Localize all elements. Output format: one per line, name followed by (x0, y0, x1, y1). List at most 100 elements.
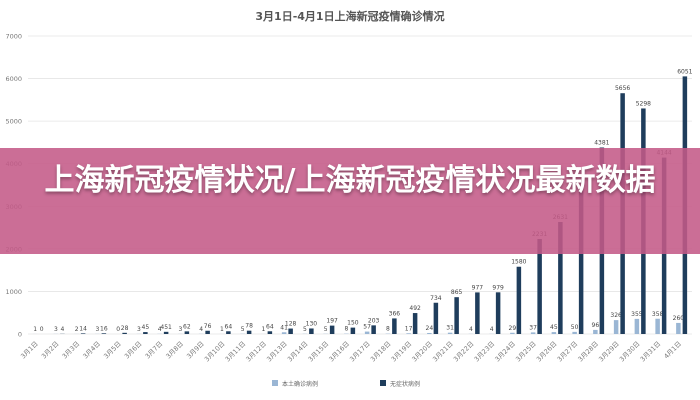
data-label-local: 4 (469, 326, 473, 333)
y-tick-label: 5000 (5, 118, 22, 126)
x-tick-label: 3月3日 (61, 340, 82, 361)
data-label-local: 4 (490, 326, 494, 333)
data-label-local: 358 (652, 311, 664, 318)
data-label-asymptomatic: 197 (326, 318, 338, 325)
x-tick-label: 3月17日 (348, 340, 372, 364)
x-tick-label: 3月10日 (203, 340, 227, 364)
data-label-local: 5 (324, 326, 328, 333)
bar-asymptomatic (122, 332, 127, 334)
x-tick-label: 3月23日 (473, 340, 497, 364)
data-label-asymptomatic: 4381 (594, 139, 609, 146)
data-label-asymptomatic: 5298 (636, 100, 651, 107)
bar-asymptomatic (143, 332, 148, 334)
bar-asymptomatic (163, 331, 169, 334)
x-tick-label: 3月6日 (123, 340, 144, 361)
bar-asymptomatic (184, 331, 190, 334)
data-label-asymptomatic: 78 (245, 323, 253, 330)
x-tick-label: 3月11日 (224, 340, 248, 364)
bar-asymptomatic (267, 331, 273, 334)
x-tick-label: 3月18日 (369, 340, 393, 364)
legend-label-asymptomatic: 无症状病例 (390, 380, 420, 388)
x-tick-label: 3月30日 (618, 340, 642, 364)
bar-asymptomatic (309, 328, 314, 334)
bar-asymptomatic (246, 330, 252, 334)
data-label-local: 4 (158, 326, 162, 333)
x-tick-label: 3月7日 (144, 340, 165, 361)
bar-asymptomatic (288, 328, 293, 334)
data-label-asymptomatic: 977 (472, 284, 484, 291)
data-label-local: 8 (344, 326, 348, 333)
data-label-asymptomatic: 128 (285, 321, 297, 328)
x-tick-label: 3月1日 (19, 340, 40, 361)
data-label-local: 1 (220, 326, 224, 333)
x-axis: 3月1日 3月2日 3月3日 3月4日 3月5日 3月6日 3月7日 3月8日 3月9日3月10… (19, 340, 683, 364)
chart-title: 3月1日-4月1日上海新冠疫情确诊情况 (255, 9, 444, 23)
bar-local-confirmed (551, 332, 557, 334)
bar-asymptomatic (101, 333, 107, 334)
bar-local-confirmed (634, 318, 640, 334)
headline-text: 上海新冠疫情状况/上海新冠疫情状况最新数据 (44, 163, 656, 198)
data-label-asymptomatic: 734 (430, 295, 442, 302)
data-label-local: 1 (261, 326, 265, 333)
data-label-local: 29 (509, 325, 517, 332)
legend-label-local: 本土确诊病例 (282, 380, 318, 388)
legend-swatch-local (272, 380, 278, 386)
data-label-asymptomatic: 150 (347, 320, 359, 327)
x-tick-label: 3月31日 (639, 340, 663, 364)
bar-asymptomatic (454, 297, 459, 334)
data-label-local: 17 (405, 325, 413, 332)
data-label-asymptomatic: 492 (409, 305, 421, 312)
legend: 本土确诊病例 无症状病例 (272, 380, 420, 388)
data-label-local: 24 (426, 325, 434, 332)
data-label-asymptomatic: 130 (306, 320, 318, 327)
bar-asymptomatic (578, 187, 584, 334)
x-tick-label: 3月16日 (327, 340, 351, 364)
data-label-asymptomatic: 451 (160, 324, 172, 331)
x-tick-label: 3月2日 (40, 340, 61, 361)
data-label-asymptomatic: 62 (183, 323, 191, 330)
x-tick-label: 3月27日 (556, 340, 580, 364)
data-label-asymptomatic: 865 (451, 289, 463, 296)
bar-local-confirmed (364, 331, 370, 334)
bar-local-confirmed (427, 332, 432, 334)
data-label-local: 57 (363, 324, 371, 331)
data-label-local: 1 (33, 326, 37, 333)
data-label-local: 3 (95, 326, 99, 333)
bar-asymptomatic (475, 292, 480, 334)
data-label-asymptomatic: 64 (266, 323, 274, 330)
data-label-local: 260 (673, 315, 685, 322)
bar-asymptomatic (226, 331, 231, 334)
x-tick-label: 3月28日 (576, 340, 600, 364)
data-label-asymptomatic: 45 (142, 324, 150, 331)
data-label-asymptomatic: 0 (40, 326, 44, 333)
x-tick-label: 3月4日 (81, 340, 102, 361)
data-label-asymptomatic: 5656 (615, 85, 630, 92)
headline-banner: 上海新冠疫情状况/上海新冠疫情状况最新数据 (0, 148, 700, 254)
x-tick-label: 3月14日 (286, 340, 310, 364)
data-label-asymptomatic: 203 (368, 317, 380, 324)
data-label-local: 37 (529, 324, 537, 331)
bar-asymptomatic (329, 325, 335, 334)
bar-local-confirmed (676, 322, 681, 334)
x-tick-label: 4月1日 (662, 340, 683, 361)
x-tick-label: 3月19日 (390, 340, 414, 364)
y-tick-label: 7000 (5, 33, 22, 41)
bar-asymptomatic (412, 313, 418, 334)
bar-local-confirmed (613, 320, 619, 334)
bar-asymptomatic (392, 318, 397, 334)
bar-local-confirmed (655, 318, 660, 334)
data-label-asymptomatic: 979 (492, 284, 504, 291)
data-label-asymptomatic: 366 (389, 310, 401, 317)
data-label-local: 3 (178, 326, 182, 333)
bar-asymptomatic (205, 330, 210, 334)
x-tick-label: 3月5日 (102, 340, 123, 361)
data-label-local: 5 (303, 326, 307, 333)
bar-local-confirmed (510, 332, 515, 334)
data-label-asymptomatic: 4 (60, 326, 64, 333)
data-label-local: 31 (446, 325, 454, 332)
x-tick-label: 3月13日 (265, 340, 289, 364)
x-tick-label: 3月26日 (535, 340, 559, 364)
data-label-asymptomatic: 1580 (511, 259, 526, 266)
bar-local-confirmed (281, 332, 287, 334)
data-label-asymptomatic: 28 (121, 325, 129, 332)
